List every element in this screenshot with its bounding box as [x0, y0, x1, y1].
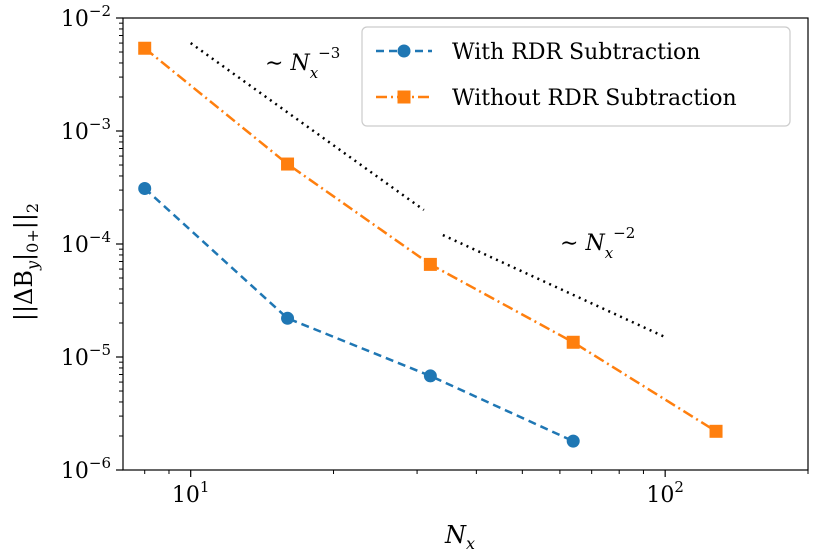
- svg-text:∼ Nx−3: ∼ Nx−3: [265, 44, 340, 82]
- slope-annotation-minus3: ∼ Nx−3: [265, 44, 340, 82]
- legend-entry-with-rdr: With RDR Subtraction: [376, 40, 700, 65]
- data-point-circle: [423, 369, 437, 383]
- y-tick-label: 10−2: [61, 2, 111, 32]
- slope-annotation-minus2: ∼ Nx−2: [560, 224, 635, 262]
- y-tick-label: 10−3: [61, 115, 111, 145]
- data-point-circle: [566, 434, 580, 448]
- x-tick-label: 102: [646, 478, 684, 508]
- x-axis-label: Nx: [444, 521, 475, 553]
- svg-text:∼ Nx−2: ∼ Nx−2: [560, 224, 635, 262]
- data-point-circle: [138, 181, 152, 195]
- legend-entry-without-rdr: Without RDR Subtraction: [376, 86, 737, 111]
- svg-text:||ΔBy|0+||2: ||ΔBy|0+||2: [10, 203, 42, 321]
- data-point-square: [566, 335, 580, 349]
- legend-box: [361, 26, 791, 127]
- y-tick-label: 10−4: [61, 228, 111, 258]
- data-point-square: [138, 41, 152, 55]
- series-line-1: [143, 187, 574, 443]
- axes: 101 102 10−2 10−3 10−4 10−5 10−6: [61, 2, 809, 508]
- data-point-circle: [281, 311, 295, 325]
- data-point-square: [709, 424, 723, 438]
- legend-marker-circle: [397, 44, 411, 58]
- data-point-square: [423, 257, 437, 271]
- reference-line-2: [442, 233, 666, 339]
- y-axis-label: ||ΔBy|0+||2: [10, 203, 42, 321]
- y-tick-label: 10−5: [61, 341, 111, 371]
- plot-area: [138, 41, 723, 448]
- reference-line-1: [189, 42, 425, 211]
- legend-marker-square: [397, 90, 411, 104]
- legend-label-with-rdr: With RDR Subtraction: [452, 40, 700, 65]
- y-tick-label: 10−6: [61, 454, 111, 484]
- legend: With RDR Subtraction Without RDR Subtrac…: [361, 26, 791, 127]
- data-point-square: [281, 157, 295, 171]
- legend-label-without-rdr: Without RDR Subtraction: [452, 86, 737, 111]
- x-tick-label: 101: [172, 478, 210, 508]
